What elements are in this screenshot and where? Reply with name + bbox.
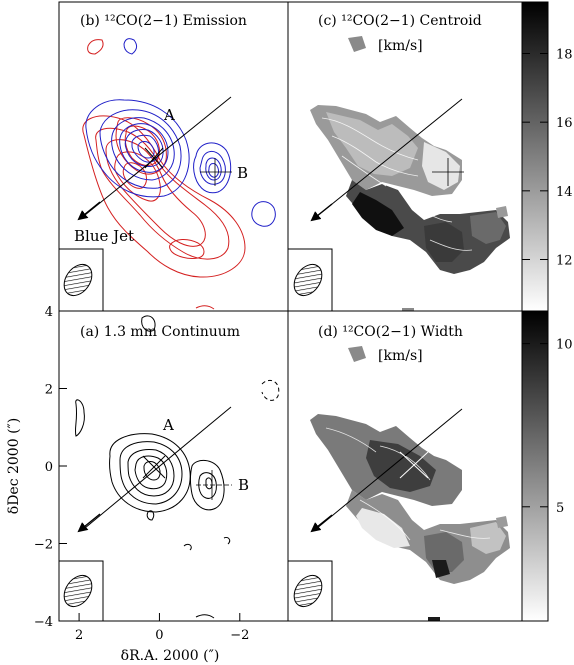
- axis-ticks-a: 2 0 −2 4 2 0 −2 −4: [34, 305, 250, 643]
- panel-c: (c) ¹²CO(2−1) Centroid [km/s] 12 14 16 18: [287, 1, 573, 312]
- blue-jet-arrow: [77, 201, 101, 221]
- colorbar-c: 12 14 16 18: [521, 1, 573, 312]
- y-tick-label: 2: [45, 383, 53, 398]
- panel-d: (d) ¹²CO(2−1) Width [km/s] 5 10: [287, 310, 573, 622]
- centroid-map: [310, 36, 510, 311]
- panel-d-title: (d) ¹²CO(2−1) Width: [318, 324, 463, 340]
- panel-d-unit: [km/s]: [378, 348, 423, 364]
- y-tick-label: 4: [45, 305, 53, 320]
- label-a-b: A: [163, 106, 175, 124]
- y-tick-label: −2: [34, 538, 53, 553]
- jet-axis-d: [315, 408, 463, 530]
- colorbar-tick-label: 18: [556, 48, 573, 63]
- label-b-b: B: [237, 164, 248, 182]
- jet-axis-a: [84, 406, 232, 529]
- panel-a-title: (a) 1.3 mm Continuum: [80, 324, 240, 340]
- panel-a: (a) 1.3 mm Continuum A B 2 0 −2 4 2 0 −2 −4 δR.…: [6, 305, 289, 664]
- panel-c-unit: [km/s]: [378, 38, 423, 54]
- colorbar-tick-label: 12: [556, 254, 573, 269]
- label-b-a: B: [238, 476, 249, 494]
- x-tick-label: 2: [75, 628, 83, 643]
- x-tick-label: 0: [155, 628, 163, 643]
- x-tick-label: −2: [230, 628, 249, 643]
- colorbar-d: 5 10: [521, 310, 573, 622]
- jet-axis-c: [315, 98, 463, 218]
- panel-b: (b) ¹²CO(2−1) Emission A B Blue Jet: [58, 1, 289, 312]
- y-tick-label: −4: [34, 615, 53, 630]
- y-axis-label: δDec 2000 (″): [6, 418, 22, 514]
- beam-ellipse-b: [63, 263, 93, 297]
- width-map: [310, 346, 510, 621]
- blue-contours: [85, 38, 276, 227]
- x-axis-label: δR.A. 2000 (″): [121, 648, 220, 664]
- label-blue-jet: Blue Jet: [74, 227, 134, 245]
- panel-c-title: (c) ¹²CO(2−1) Centroid: [318, 13, 482, 29]
- colorbar-tick-label: 5: [556, 501, 564, 516]
- y-tick-label: 0: [45, 460, 53, 475]
- panel-b-title: (b) ¹²CO(2−1) Emission: [80, 13, 247, 29]
- red-contours: [82, 39, 246, 310]
- colorbar-tick-label: 16: [556, 116, 573, 131]
- colorbar-tick-label: 10: [556, 338, 573, 353]
- label-a-a: A: [162, 416, 174, 434]
- colorbar-tick-label: 14: [556, 185, 573, 200]
- jet-axis-b: [84, 96, 232, 216]
